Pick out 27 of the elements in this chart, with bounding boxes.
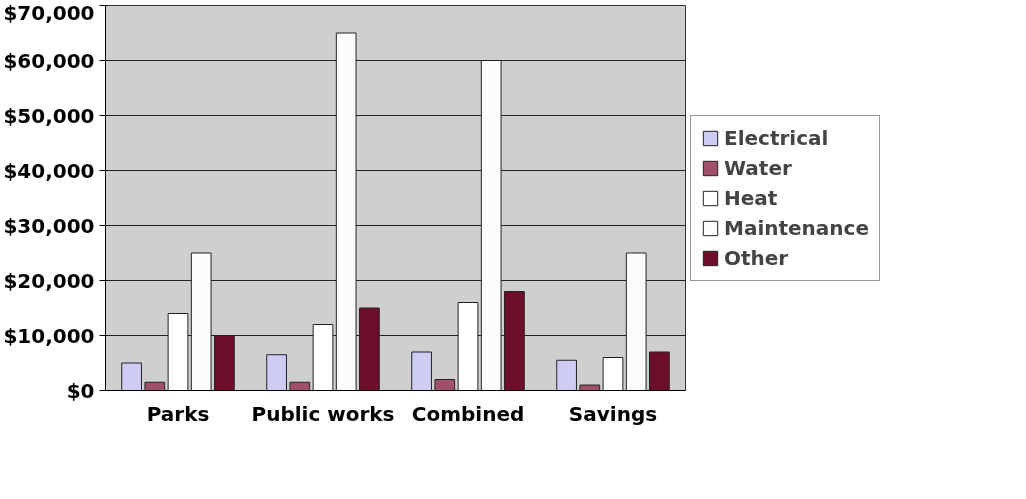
legend-label: Electrical <box>724 125 829 150</box>
y-tick-label: $20,000 <box>3 268 95 293</box>
y-tick-label: $50,000 <box>3 103 95 128</box>
bar <box>434 379 456 391</box>
y-tick-label: $60,000 <box>3 48 95 73</box>
x-tick-label: Parks <box>146 401 210 426</box>
bar <box>649 351 670 391</box>
legend-label: Maintenance <box>724 215 870 240</box>
bar <box>289 381 311 391</box>
y-tick-label: $70,000 <box>3 0 95 25</box>
bar <box>602 357 624 391</box>
bar <box>144 381 166 391</box>
y-tick-label: $30,000 <box>3 213 95 238</box>
x-tick-label: Savings <box>568 401 658 426</box>
x-tick-label: Public works <box>251 401 395 426</box>
legend-label: Other <box>724 245 789 270</box>
bar <box>121 362 142 391</box>
legend-label: Water <box>724 155 792 180</box>
bar <box>266 354 287 391</box>
legend-label: Heat <box>724 185 778 210</box>
x-tick-label: Combined <box>411 401 525 426</box>
bar <box>556 359 577 391</box>
bar <box>411 351 432 391</box>
y-tick-label: $0 <box>66 378 95 403</box>
y-tick-label: $10,000 <box>3 323 95 348</box>
y-tick-label: $40,000 <box>3 158 95 183</box>
bar <box>579 384 601 391</box>
